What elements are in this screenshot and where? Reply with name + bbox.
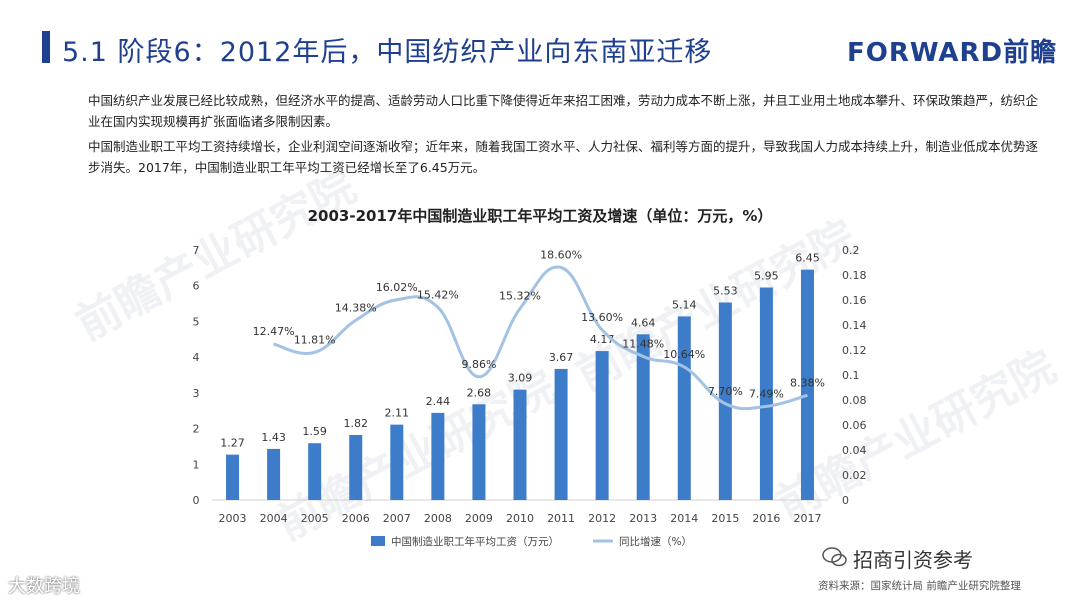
y-right-tick-label: 0.08 (842, 394, 867, 407)
growth-value-label: 18.60% (540, 249, 582, 262)
growth-line (273, 265, 808, 411)
y-right-tick-label: 0.02 (842, 469, 867, 482)
y-left-tick-label: 4 (193, 351, 200, 364)
bar-2007 (390, 424, 404, 500)
bar-2004 (267, 448, 281, 500)
data-source: 资料来源：国家统计局 前瞻产业研究院整理 (818, 580, 1021, 592)
y-right-tick-label: 0.2 (842, 244, 860, 257)
y-left-tick-label: 1 (193, 458, 200, 471)
y-left-tick-label: 0 (193, 494, 200, 507)
bar-value-label: 4.64 (631, 316, 656, 329)
wechat-icon (822, 547, 847, 567)
y-left-tick-label: 6 (193, 280, 200, 293)
bar-2006 (349, 435, 363, 500)
brand-logo: FORWARD前瞻 (847, 38, 1058, 68)
y-right-tick-label: 0 (842, 494, 849, 507)
bar-2013 (636, 334, 650, 500)
x-tick-label: 2008 (424, 512, 452, 525)
bar-value-label: 5.14 (672, 298, 697, 311)
growth-value-label: 15.32% (499, 290, 541, 303)
x-tick-label: 2011 (547, 512, 575, 525)
bar-value-label: 1.27 (220, 437, 245, 450)
bar-value-label: 3.67 (549, 351, 574, 364)
bar-2011 (554, 368, 568, 500)
x-tick-label: 2006 (342, 512, 370, 525)
x-tick-label: 2012 (588, 512, 616, 525)
paragraph-text: 中国制造业职工平均工资持续增长，企业利润空间逐渐收窄；近年来，随着我国工资水平、… (88, 139, 1039, 175)
bar-2008 (431, 412, 445, 500)
bar-value-label: 2.44 (426, 395, 451, 408)
growth-value-label: 7.70% (708, 385, 743, 398)
growth-value-label: 16.02% (376, 281, 418, 294)
bar-2015 (718, 302, 732, 500)
page-title: 5.1 阶段6：2012年后，中国纺织产业向东南亚迁移 (62, 37, 713, 68)
x-tick-label: 2015 (711, 512, 739, 525)
chart-title: 2003-2017年中国制造业职工年平均工资及增速（单位：万元，%） (307, 207, 773, 225)
growth-value-label: 8.38% (790, 376, 825, 389)
paragraph-text: 中国纺织产业发展已经比较成熟，但经济水平的提高、适龄劳动人口比重下降使得近年来招… (88, 93, 1039, 129)
legend-bar-label: 中国制造业职工年平均工资（万元） (391, 535, 559, 548)
y-right-tick-label: 0.14 (842, 319, 867, 332)
bar-2017 (800, 269, 814, 500)
bar-2016 (759, 287, 773, 500)
wechat-account: 招商引资参考 (853, 548, 973, 572)
x-tick-label: 2009 (465, 512, 493, 525)
y-left-tick-label: 3 (193, 387, 200, 400)
legend-bar-swatch (371, 536, 385, 546)
bar-value-label: 1.59 (302, 425, 327, 438)
bar-value-label: 1.82 (343, 417, 368, 430)
bar-2012 (595, 351, 609, 500)
bar-value-label: 5.95 (754, 270, 779, 283)
bar-2014 (677, 316, 691, 500)
y-right-tick-label: 0.1 (842, 369, 860, 382)
x-tick-label: 2005 (301, 512, 329, 525)
x-tick-label: 2017 (793, 512, 821, 525)
corner-watermark: 大数跨境 (8, 576, 80, 597)
paragraph-1: 中国纺织产业发展已经比较成熟，但经济水平的提高、适龄劳动人口比重下降使得近年来招… (88, 90, 1038, 132)
y-right-tick-label: 0.06 (842, 419, 867, 432)
x-tick-label: 2016 (752, 512, 780, 525)
growth-value-label: 7.49% (749, 387, 784, 400)
x-tick-label: 2014 (670, 512, 698, 525)
growth-value-label: 14.38% (335, 301, 377, 314)
growth-value-label: 12.47% (253, 325, 295, 338)
bar-value-label: 2.11 (385, 407, 410, 420)
x-tick-label: 2010 (506, 512, 534, 525)
x-tick-label: 2007 (383, 512, 411, 525)
paragraph-2: 中国制造业职工平均工资持续增长，企业利润空间逐渐收窄；近年来，随着我国工资水平、… (88, 136, 1038, 178)
bar-value-label: 5.53 (713, 285, 738, 298)
y-left-tick-label: 5 (193, 315, 200, 328)
bar-value-label: 6.45 (795, 252, 820, 265)
y-right-tick-label: 0.12 (842, 344, 867, 357)
bar-2010 (513, 389, 527, 500)
y-right-tick-label: 0.18 (842, 269, 867, 282)
bar-2005 (308, 443, 322, 500)
bar-value-label: 2.68 (467, 386, 492, 399)
growth-value-label: 10.64% (663, 348, 705, 361)
x-tick-label: 2004 (260, 512, 288, 525)
growth-value-label: 13.60% (581, 311, 623, 324)
growth-value-label: 9.86% (461, 358, 496, 371)
y-right-tick-label: 0.04 (842, 444, 867, 457)
growth-value-label: 11.48% (622, 338, 664, 351)
y-left-tick-label: 2 (193, 423, 200, 436)
bar-2003 (226, 454, 240, 500)
y-right-tick-label: 0.16 (842, 294, 867, 307)
x-tick-label: 2013 (629, 512, 657, 525)
bar-2009 (472, 404, 486, 500)
bar-value-label: 3.09 (508, 372, 533, 385)
legend-line-label: 同比增速（%） (619, 535, 692, 548)
x-tick-label: 2003 (219, 512, 247, 525)
growth-value-label: 15.42% (417, 288, 459, 301)
bar-value-label: 1.43 (261, 431, 286, 444)
title-accent-bar (42, 31, 50, 63)
growth-value-label: 11.81% (294, 333, 336, 346)
y-left-tick-label: 7 (193, 244, 200, 257)
